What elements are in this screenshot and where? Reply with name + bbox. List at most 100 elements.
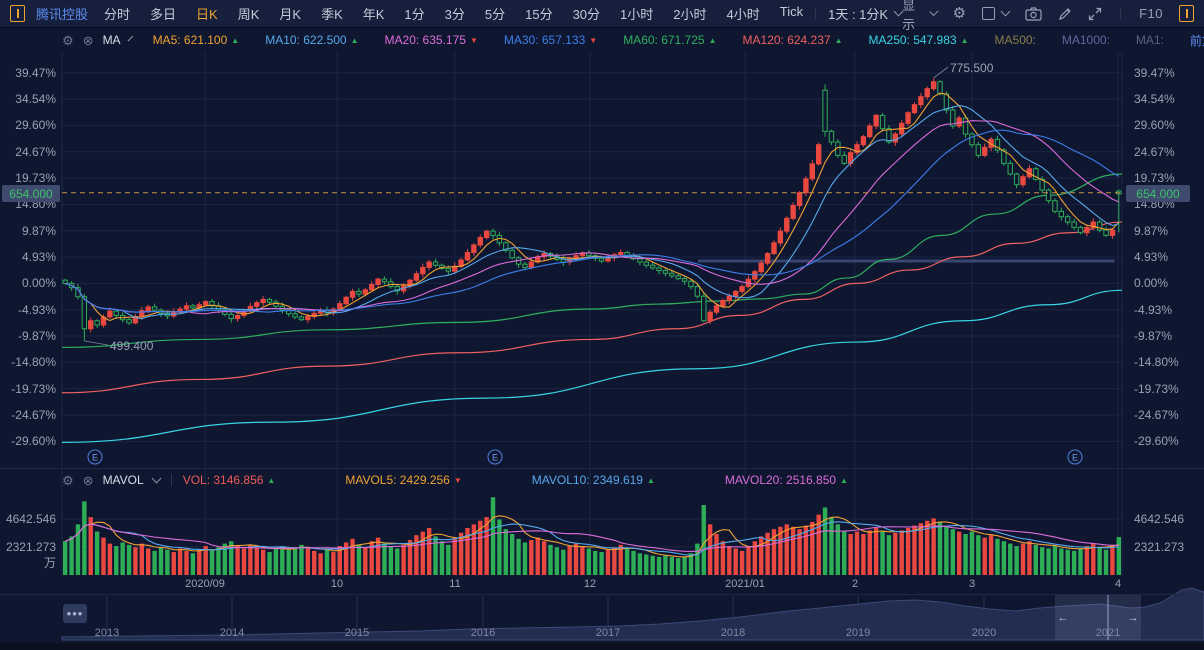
navigator-year-label: 2013 — [94, 627, 120, 639]
square-icon — [982, 7, 996, 20]
custom-timeframe-dropdown[interactable]: 1天 : 1分K — [828, 4, 904, 23]
volume-axis-label: 2321.273 — [1134, 539, 1185, 554]
chevron-down-icon[interactable] — [127, 35, 133, 41]
indicator-close-icon[interactable]: ⊗ — [82, 32, 94, 48]
tab-3分[interactable]: 3分 — [444, 7, 465, 22]
tab-15分[interactable]: 15分 — [525, 7, 553, 22]
tab-多日[interactable]: 多日 — [150, 7, 177, 22]
draw-pencil-icon[interactable] — [1058, 7, 1072, 21]
volume-values: VOL: 3146.856 ▲ MAVOL5: 2429.256 ▼ MAVOL10: … — [183, 473, 918, 487]
chevron-down-icon — [929, 6, 939, 17]
screenshot-camera-icon[interactable] — [1025, 6, 1042, 21]
tab-1小时[interactable]: 1小时 — [620, 7, 654, 22]
indicator-value-MAVOL20: MAVOL20: 2516.850 ▲ — [724, 473, 848, 487]
navigator-year-label: 2019 — [845, 627, 871, 639]
percent-axis-label: 0.00% — [21, 276, 56, 291]
layout-indicator-icon[interactable] — [1179, 5, 1194, 22]
display-menu[interactable]: 显示 — [902, 0, 939, 33]
date-axis-label: 11 — [449, 578, 461, 590]
ma-values: MA5: 621.100 ▲ MA10: 622.500 ▲ MA20: 635.175… — [153, 33, 1190, 47]
ma-line-MA30 — [65, 129, 1120, 313]
navigator-menu-button[interactable]: ••• — [63, 604, 87, 623]
indicator-value-VOL: VOL: 3146.856 ▲ — [182, 473, 276, 487]
percent-axis-label: 4.93% — [21, 250, 56, 265]
timeframe-tabs: 分时 多日 日K 周K 月K 季K 年K 1分 3分 5分 15分 30分 1小时 2小时 4小时 Tick — [104, 4, 803, 23]
volume-axis-label: 2321.273 — [5, 539, 56, 554]
earnings-marker[interactable]: E — [87, 449, 103, 465]
adjust-mode-link[interactable]: 前复权 — [1189, 33, 1204, 48]
ma-line-MA5 — [65, 92, 1120, 322]
divider — [1120, 7, 1122, 20]
indicator-settings-gear-icon[interactable]: ⚙ — [62, 32, 74, 48]
arrow-down-icon: ▼ — [469, 36, 478, 45]
tab-季K[interactable]: 季K — [321, 7, 343, 22]
stock-title[interactable]: 腾讯控股 — [36, 7, 89, 22]
earnings-marker[interactable]: E — [487, 449, 503, 465]
navigator-selection[interactable] — [1055, 595, 1141, 640]
indicator-close-icon[interactable]: ⊗ — [82, 472, 94, 488]
custom-timeframe-label: 1天 : 1分K — [828, 7, 889, 22]
chart-style-menu[interactable] — [982, 6, 1011, 20]
percent-axis-label: 4.93% — [1134, 250, 1169, 265]
indicator-value-MAVOL10: MAVOL10: 2349.619 ▲ — [531, 473, 655, 487]
percent-axis-label: 19.73% — [15, 171, 56, 186]
tab-5分[interactable]: 5分 — [484, 7, 506, 22]
toolbar-right-tools: 显示 ⚙ F10 — [902, 0, 1194, 33]
ma-line-MA250 — [61, 289, 1123, 443]
percent-axis-label: -19.73% — [1134, 381, 1179, 396]
arrow-up-icon: ▲ — [834, 36, 843, 45]
arrow-up-icon: ▲ — [646, 476, 655, 485]
tab-2小时[interactable]: 2小时 — [673, 7, 707, 22]
percent-axis-label: 19.73% — [1134, 171, 1175, 186]
f10-button[interactable]: F10 — [1139, 6, 1163, 21]
tab-1分[interactable]: 1分 — [404, 7, 425, 22]
arrow-up-icon: ▲ — [267, 476, 276, 485]
percent-axis-label: -4.93% — [17, 302, 56, 317]
percent-axis-label: 39.47% — [15, 65, 56, 80]
percent-axis-label: -9.87% — [17, 329, 56, 344]
tab-Tick[interactable]: Tick — [779, 4, 804, 19]
date-axis-label: 3 — [968, 578, 976, 590]
navigator-year-label: 2014 — [219, 627, 245, 639]
tab-月K[interactable]: 月K — [279, 7, 302, 22]
tab-周K[interactable]: 周K — [237, 7, 260, 22]
percent-axis-label: 9.87% — [21, 223, 56, 238]
settings-gear-icon[interactable]: ⚙ — [952, 5, 967, 22]
percent-axis-label: -4.93% — [1134, 302, 1173, 317]
tab-30分[interactable]: 30分 — [572, 7, 601, 22]
layout-indicator-icon[interactable] — [10, 5, 25, 22]
navigator-handle-left[interactable]: ← — [1058, 612, 1069, 624]
svg-text:E: E — [92, 453, 98, 463]
indicator-value-MA30: MA30: 657.133 ▼ — [503, 33, 598, 47]
tab-分时[interactable]: 分时 — [104, 7, 131, 22]
tab-年K[interactable]: 年K — [362, 7, 385, 22]
arrow-down-icon: ▼ — [453, 476, 462, 485]
percent-axis-label: 24.67% — [1134, 144, 1175, 159]
date-axis-label: 4 — [1114, 578, 1122, 590]
earnings-marker[interactable]: E — [1067, 449, 1083, 465]
percent-axis-label: -14.80% — [1134, 355, 1179, 370]
horizontal-scrollbar[interactable] — [0, 643, 1204, 650]
indicator-value-MA1000: MA1000: — [1061, 33, 1110, 47]
volume-bars — [62, 497, 1122, 575]
indicator-value-MA500: MA500: — [994, 33, 1036, 47]
divider — [815, 7, 817, 20]
percent-axis-label: -14.80% — [11, 355, 56, 370]
tab-日K[interactable]: 日K — [196, 7, 218, 22]
ma-line-MA10 — [65, 105, 1119, 320]
chevron-down-icon[interactable] — [151, 473, 162, 483]
percent-axis-label: 24.67% — [15, 144, 56, 159]
divider — [170, 474, 172, 486]
period-low-label: 499.400 — [110, 339, 154, 353]
ma-indicator-legend: ⚙ ⊗ MA MA5: 621.100 ▲ MA10: 622.500 ▲ MA20: … — [62, 30, 1204, 50]
tab-4小时[interactable]: 4小时 — [726, 7, 760, 22]
date-axis-label: 12 — [583, 578, 597, 590]
fullscreen-expand-icon[interactable] — [1088, 7, 1102, 21]
indicator-settings-gear-icon[interactable]: ⚙ — [62, 472, 74, 488]
indicator-name: MA — [102, 33, 121, 47]
navigator-year-label: 2015 — [344, 627, 370, 639]
svg-text:E: E — [492, 453, 498, 463]
navigator-handle-right[interactable]: → — [1128, 612, 1139, 624]
ma-line-MA20 — [65, 120, 1120, 315]
